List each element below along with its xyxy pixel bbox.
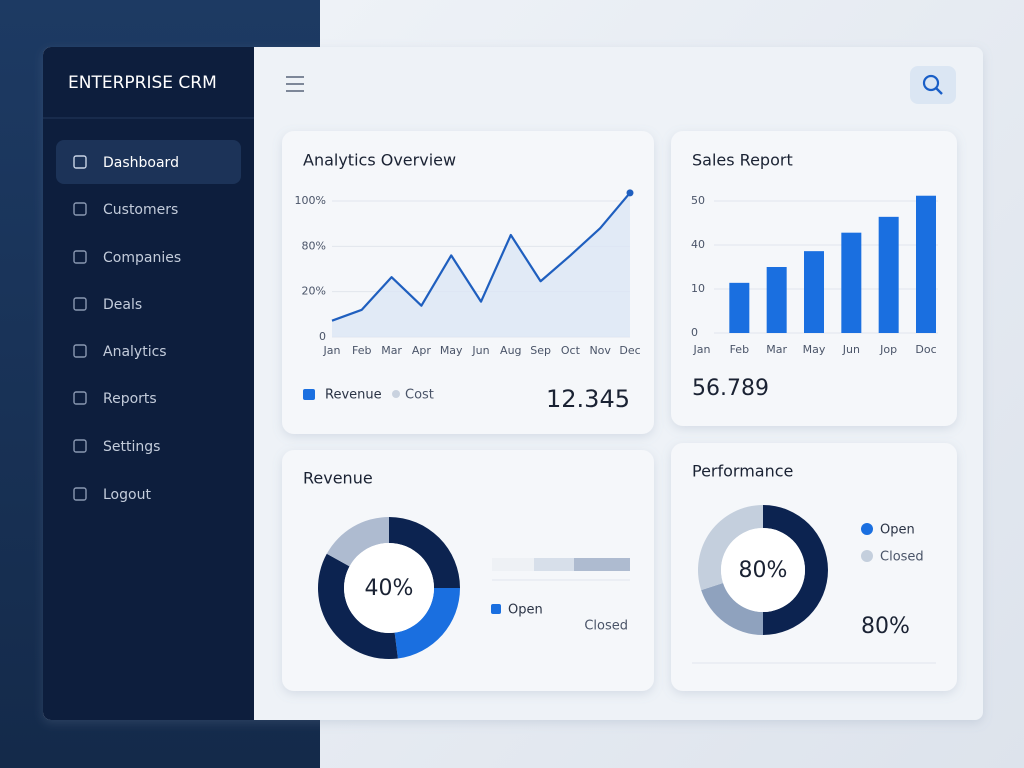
donut-hole: [721, 528, 805, 612]
nav-icon: [73, 391, 87, 405]
legend-label: Open: [880, 523, 915, 538]
card-title: Analytics Overview: [303, 151, 456, 170]
donut-center: 80%: [739, 558, 788, 583]
y-tick-label: 80%: [302, 239, 326, 252]
active-nav-highlight: [56, 140, 241, 184]
x-tick-label: May: [440, 344, 463, 357]
x-tick-label: Mar: [766, 343, 787, 356]
brand: ENTERPRISE CRM: [68, 73, 217, 93]
nav-icon: [73, 344, 87, 358]
nav-item[interactable]: Logout: [103, 487, 151, 503]
nav-item[interactable]: Settings: [103, 439, 160, 455]
nav-item[interactable]: Customers: [103, 202, 178, 218]
total-value: 12.345: [546, 385, 630, 413]
legend: Open Closed: [692, 523, 936, 664]
y-tick-label: 0: [691, 326, 698, 339]
x-tick-label: Aug: [500, 344, 521, 357]
x-tick-label: Dec: [619, 344, 640, 357]
x-tick-label: Jun: [471, 344, 489, 357]
nav-item[interactable]: Analytics: [103, 344, 167, 360]
legend: Revenue Cost: [303, 388, 434, 403]
y-tick-label: 50: [691, 194, 705, 207]
nav-item[interactable]: Dashboard: [103, 155, 179, 171]
legend: Open Closed: [491, 558, 630, 634]
bar: [878, 216, 899, 333]
bar: [841, 232, 862, 333]
nav-icon: [73, 297, 87, 311]
x-tick-label: Jun: [842, 343, 860, 356]
search-button[interactable]: [910, 66, 956, 104]
nav-item[interactable]: Deals: [103, 297, 142, 313]
card-title: Sales Report: [692, 151, 793, 170]
x-tick-label: Oct: [561, 344, 581, 357]
bar: [729, 282, 750, 333]
legend-label: Cost: [405, 388, 434, 403]
legend-label: Closed: [880, 550, 924, 565]
nav-item[interactable]: Companies: [103, 250, 181, 266]
sidebar: [43, 47, 254, 720]
card-title: Performance: [692, 462, 793, 481]
x-tick-label: Apr: [412, 344, 432, 357]
x-tick-label: Jop: [879, 343, 897, 356]
donut-center: 40%: [365, 576, 414, 601]
legend-label: Closed: [584, 619, 628, 634]
nav-icon: [73, 439, 87, 453]
nav-item[interactable]: Reports: [103, 391, 157, 407]
y-tick-label: 0: [319, 330, 326, 343]
nav-icon: [73, 487, 87, 501]
y-tick-label: 10: [691, 282, 705, 295]
total-value: 56.789: [692, 376, 769, 401]
donut-segment: [701, 582, 763, 635]
x-tick-label: Jan: [693, 343, 711, 356]
legend-label: Revenue: [325, 388, 382, 403]
donut-segment: [697, 505, 763, 591]
donut-hole: [344, 543, 434, 633]
x-tick-label: Feb: [730, 343, 749, 356]
nav-icon: [73, 202, 87, 216]
donut-segment: [326, 517, 389, 567]
bar: [916, 195, 936, 333]
end-point: [626, 189, 634, 197]
donut-segment: [389, 517, 460, 588]
menu-button[interactable]: [286, 76, 304, 92]
nav-icon: [73, 250, 87, 264]
legend-label: Open: [508, 603, 543, 618]
card-title: Revenue: [303, 469, 373, 488]
donut-segment: [763, 505, 828, 635]
donut-segment: [394, 588, 460, 659]
x-tick-label: Sep: [530, 344, 551, 357]
x-tick-label: Nov: [589, 344, 611, 357]
line: [331, 192, 631, 322]
bar: [804, 251, 824, 333]
y-tick-label: 40: [691, 238, 705, 251]
x-tick-label: Doc: [915, 343, 936, 356]
x-tick-label: Mar: [381, 344, 402, 357]
x-tick-label: May: [803, 343, 826, 356]
bar: [766, 267, 787, 333]
area: [332, 192, 630, 337]
nav-icon: [73, 155, 87, 169]
y-tick-label: 20%: [302, 285, 326, 298]
y-tick-label: 100%: [295, 194, 326, 207]
x-tick-label: Feb: [352, 344, 371, 357]
x-tick-label: Jan: [323, 344, 341, 357]
total-value: 80%: [861, 614, 910, 639]
donut-segment: [318, 553, 398, 659]
